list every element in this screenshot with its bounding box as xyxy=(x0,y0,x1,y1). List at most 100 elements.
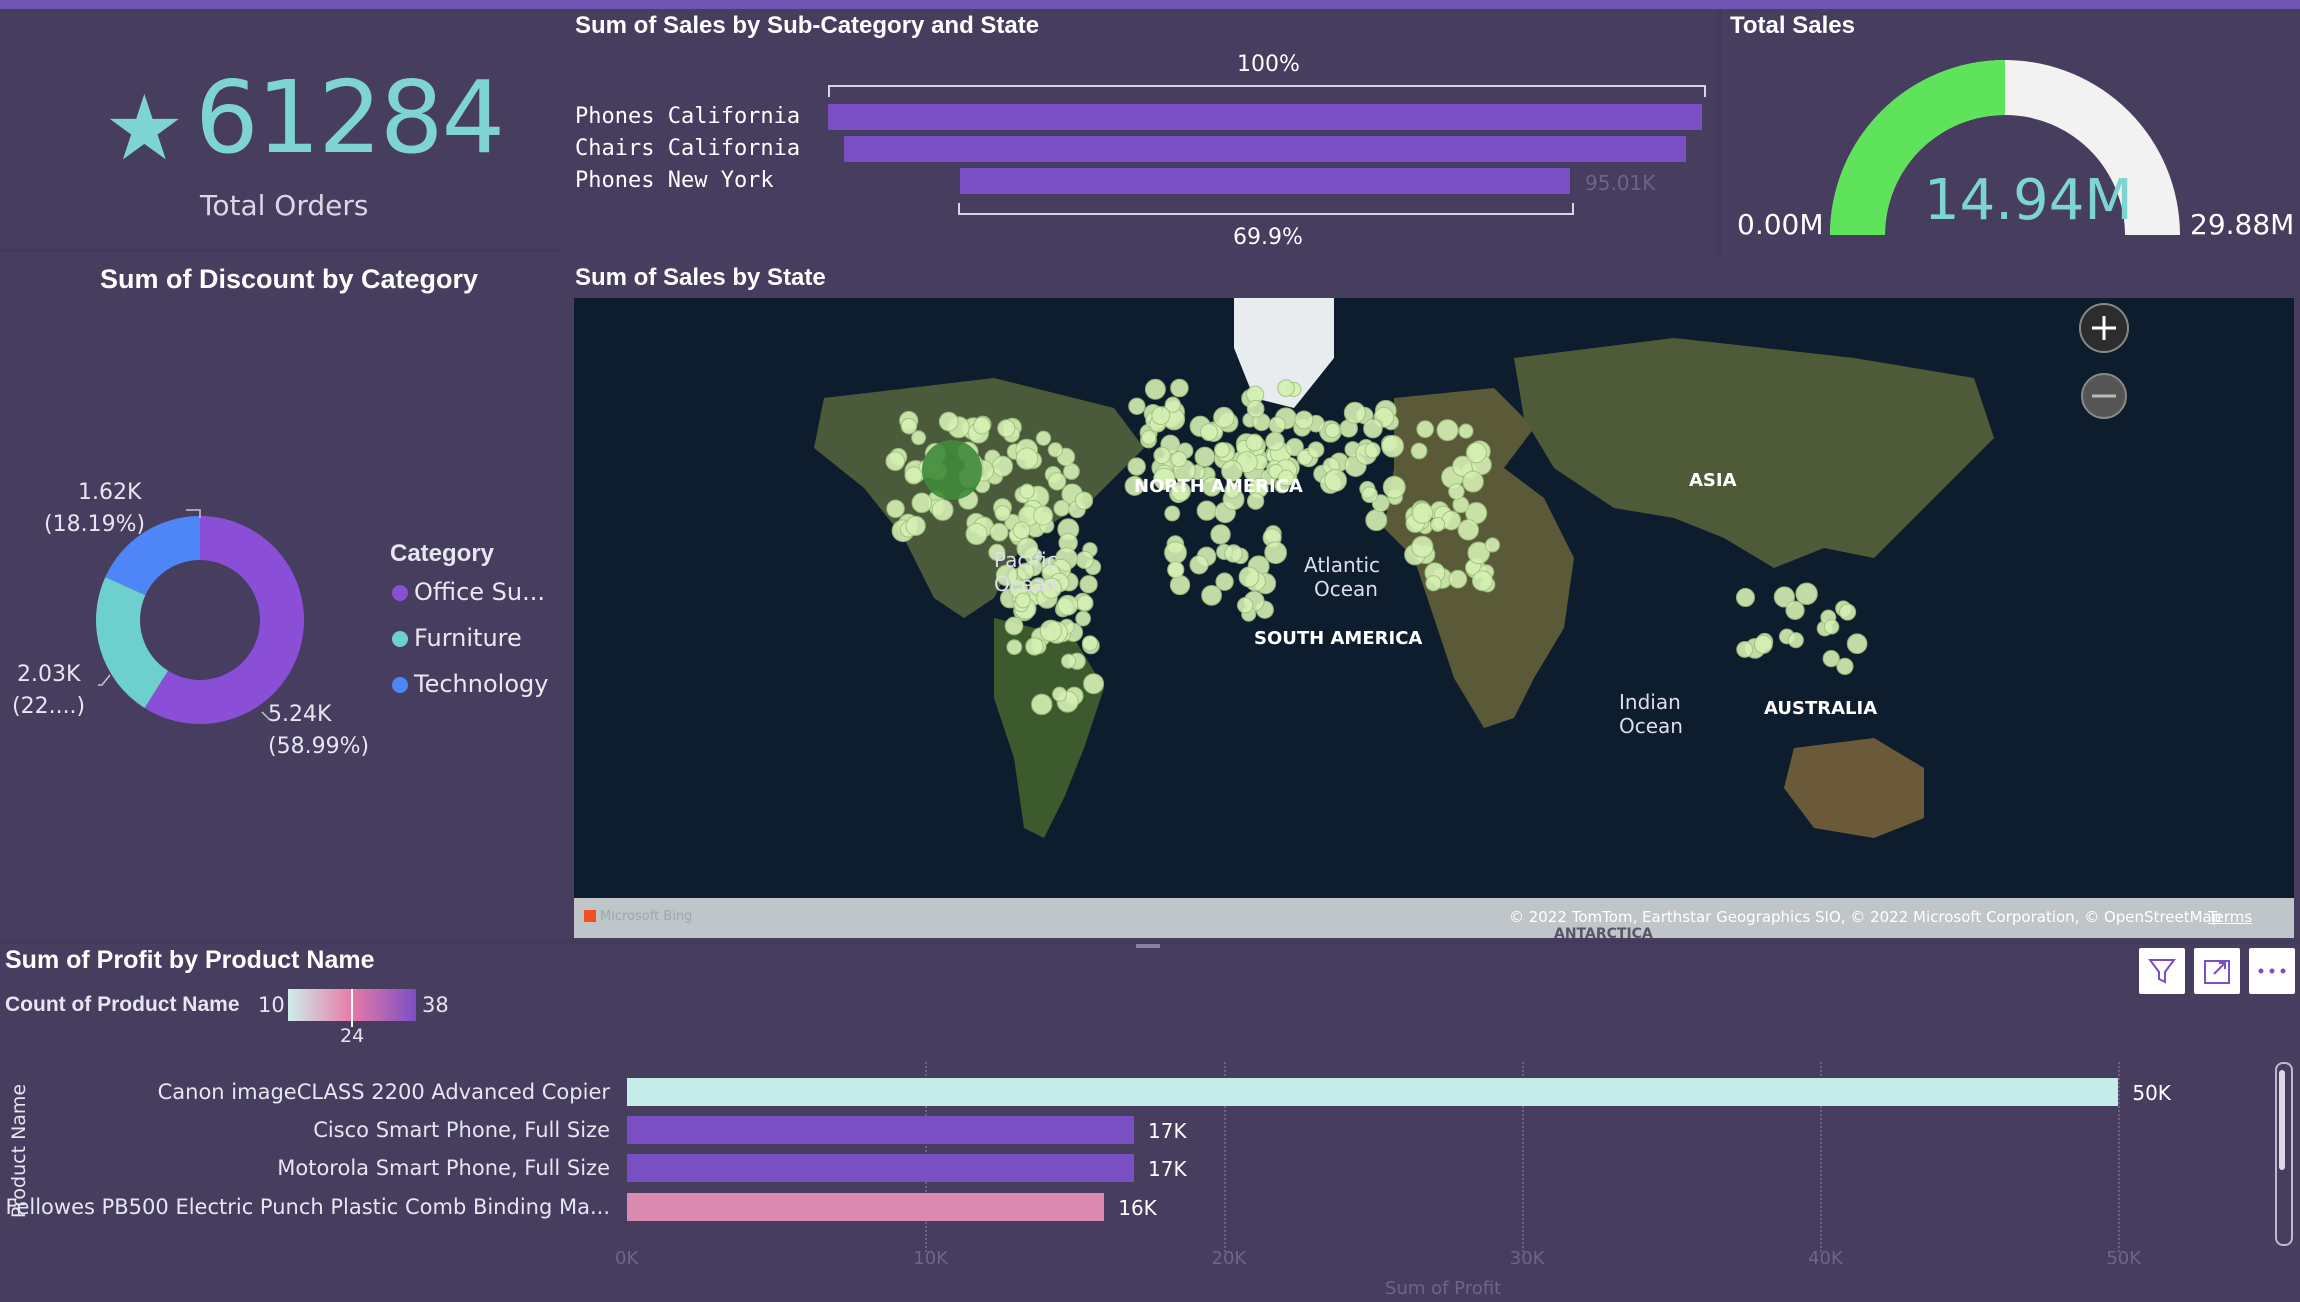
map-canvas[interactable]: NORTH AMERICA ASIA SOUTH AMERICA AUSTRAL… xyxy=(574,298,2294,938)
donut-slice[interactable] xyxy=(95,577,169,709)
gauge-min: 0.00M xyxy=(1737,208,1824,241)
filter-icon[interactable] xyxy=(2139,948,2185,994)
map-dot xyxy=(1015,447,1039,470)
map-dot xyxy=(1213,406,1235,429)
map-dot xyxy=(1264,541,1288,565)
x-tick-label: 40K xyxy=(1808,1248,1843,1269)
map-dot xyxy=(1060,653,1077,669)
bing-logo xyxy=(584,910,596,922)
legend-label: Technology xyxy=(414,670,549,698)
map-dot xyxy=(1365,509,1388,532)
legend-dot xyxy=(392,677,408,693)
map-dot xyxy=(931,499,954,521)
map-dot xyxy=(1201,476,1222,497)
map-terms-link[interactable]: Terms xyxy=(2208,908,2253,926)
map-highlight-bubble xyxy=(922,440,982,500)
map-label-atlantic-2: Ocean xyxy=(1314,577,1378,601)
map-attribution: © 2022 TomTom, Earthstar Geographics SIO… xyxy=(1509,908,2222,926)
x-tick-label: 10K xyxy=(913,1248,948,1269)
kpi-card[interactable] xyxy=(0,9,566,249)
map-dot xyxy=(1458,423,1474,439)
scrollbar-thumb[interactable] xyxy=(2279,1070,2285,1170)
map-label-indian-1: Indian xyxy=(1619,690,1681,714)
legend-item-technology[interactable]: Technology xyxy=(392,670,548,698)
map-dot xyxy=(1030,693,1053,716)
map-dot xyxy=(900,417,918,435)
map-dot xyxy=(1467,541,1491,565)
map-dot xyxy=(1035,430,1052,446)
gauge-panel[interactable] xyxy=(1722,9,2300,259)
gauge-fill xyxy=(1830,60,2005,235)
donut-leader-furn xyxy=(98,674,111,686)
map-dot xyxy=(1144,378,1166,400)
map-dot xyxy=(1170,378,1189,398)
legend-label: Furniture xyxy=(414,624,522,652)
map-dot xyxy=(1079,575,1098,594)
map-dot xyxy=(885,451,906,472)
profit-bar[interactable] xyxy=(627,1116,1135,1144)
map-dot xyxy=(1363,418,1383,439)
map-dot xyxy=(1425,575,1442,592)
funnel-bar[interactable] xyxy=(828,104,1702,130)
map-dot xyxy=(1246,492,1265,510)
profit-bar[interactable] xyxy=(627,1078,2119,1106)
profit-title: Sum of Profit by Product Name xyxy=(5,946,375,974)
funnel-top-pct: 100% xyxy=(1237,52,1300,77)
profit-bar-label: Cisco Smart Phone, Full Size xyxy=(313,1118,610,1142)
profit-legend-midmark xyxy=(351,989,353,1027)
map-dot xyxy=(1164,541,1187,565)
map-dot xyxy=(1127,457,1146,476)
map-dot xyxy=(1277,469,1295,487)
funnel-row-label: Chairs California xyxy=(575,136,801,161)
zoom-out-button[interactable] xyxy=(2081,373,2127,419)
map-dot xyxy=(1838,603,1857,621)
map-dot xyxy=(1052,686,1068,702)
map-dot xyxy=(1047,442,1063,458)
funnel-bar[interactable] xyxy=(959,168,1571,194)
more-options-icon[interactable] xyxy=(2249,948,2295,994)
star-icon: ★ xyxy=(104,76,185,181)
profit-bar-label: Canon imageCLASS 2200 Advanced Copier xyxy=(157,1080,610,1104)
map-dot xyxy=(1189,555,1209,575)
map-dot xyxy=(1081,635,1098,652)
legend-item-furniture[interactable]: Furniture xyxy=(392,624,522,652)
funnel-panel[interactable] xyxy=(566,9,1716,259)
x-tick-label: 50K xyxy=(2106,1248,2142,1269)
profit-xlabel: Sum of Profit xyxy=(1385,1278,1502,1299)
scrollbar-track[interactable] xyxy=(2275,1062,2293,1246)
map-dot xyxy=(1141,429,1157,446)
legend-item-office[interactable]: Office Su... xyxy=(392,578,545,606)
map-dot xyxy=(1012,521,1031,540)
map-dot xyxy=(1265,431,1285,452)
land-antarctica xyxy=(574,898,2294,938)
donut-legend-title: Category xyxy=(390,540,495,567)
zoom-in-button[interactable] xyxy=(2079,303,2129,353)
focus-mode-icon[interactable] xyxy=(2194,948,2240,994)
gauge-title: Total Sales xyxy=(1730,12,1855,39)
profit-legend-label: Count of Product Name xyxy=(5,993,240,1016)
profit-bar[interactable] xyxy=(627,1154,1135,1182)
panel-resize-handle[interactable] xyxy=(1136,944,1160,948)
legend-dot xyxy=(392,585,408,601)
map-dot xyxy=(1361,486,1378,504)
donut-slice[interactable] xyxy=(105,516,200,596)
map-dot xyxy=(1215,572,1234,591)
profit-bar[interactable] xyxy=(627,1193,1105,1221)
donut-slice[interactable] xyxy=(144,516,304,724)
map-dot xyxy=(1057,594,1079,616)
map-label-pacific-2: Ocean xyxy=(994,572,1058,596)
map-dot xyxy=(1462,470,1484,493)
map-dot xyxy=(994,505,1011,522)
land-north-america xyxy=(814,378,1144,618)
map-dot xyxy=(1471,570,1493,592)
map-dot xyxy=(1343,401,1366,424)
map-dot xyxy=(1170,481,1191,502)
land-asia xyxy=(1514,338,1994,568)
map-label-asia: ASIA xyxy=(1689,470,1737,491)
donut-label-furn-value: 2.03K xyxy=(17,662,81,687)
map-dot xyxy=(1075,610,1091,627)
funnel-bar[interactable] xyxy=(844,136,1686,162)
donut-leader-office xyxy=(261,711,271,721)
funnel-row-label: Phones California xyxy=(575,104,801,129)
map-dot xyxy=(904,466,923,485)
